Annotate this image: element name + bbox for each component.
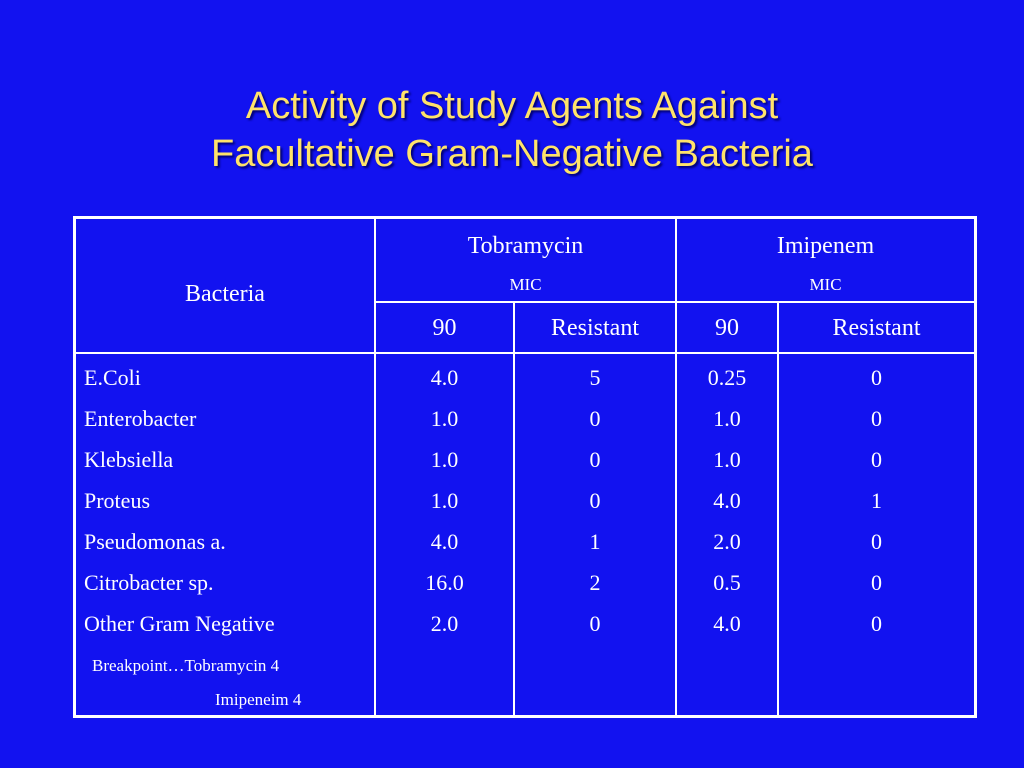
row-divider-subheader bbox=[376, 301, 974, 303]
tob-90-value: 4.0 bbox=[430, 365, 459, 390]
tob-90-value: 2.0 bbox=[430, 611, 459, 636]
imi-resistant-value: 0 bbox=[871, 529, 882, 554]
tob-90-value: 1.0 bbox=[430, 447, 459, 472]
bacteria-name: Pseudomonas a. bbox=[84, 529, 226, 554]
header-imipenem-mic: MIC bbox=[809, 275, 842, 294]
tob-resistant-value: 1 bbox=[589, 529, 601, 554]
tob-resistant-value: 2 bbox=[589, 570, 601, 595]
column-bacteria: E.Coli Enterobacter Klebsiella Proteus P… bbox=[84, 357, 275, 644]
tob-resistant-value: 0 bbox=[589, 488, 601, 513]
slide-title: Activity of Study Agents Against Faculta… bbox=[0, 82, 1024, 178]
breakpoint-note-line-2: Imipeneim 4 bbox=[215, 690, 302, 709]
header-imi-90: 90 bbox=[715, 315, 739, 341]
bacteria-name: E.Coli bbox=[84, 365, 141, 390]
imi-resistant-value: 0 bbox=[871, 406, 882, 431]
header-tobramycin: Tobramycin bbox=[467, 233, 584, 259]
tob-resistant-value: 0 bbox=[589, 611, 601, 636]
column-imi-resistant: 0 0 0 1 0 0 0 bbox=[779, 357, 974, 644]
column-imi-90: 0.25 1.0 1.0 4.0 2.0 0.5 4.0 bbox=[677, 357, 777, 644]
imi-90-value: 4.0 bbox=[713, 488, 741, 513]
imi-90-value: 2.0 bbox=[713, 529, 741, 554]
tob-90-value: 1.0 bbox=[430, 406, 459, 431]
imi-resistant-value: 0 bbox=[871, 611, 882, 636]
header-bacteria: Bacteria bbox=[185, 281, 265, 307]
column-tob-resistant: 5 0 0 0 1 2 0 bbox=[515, 357, 675, 644]
title-line-2: Facultative Gram-Negative Bacteria bbox=[211, 133, 813, 175]
imi-resistant-value: 0 bbox=[871, 365, 882, 390]
row-divider-header bbox=[76, 352, 974, 354]
imi-90-value: 0.25 bbox=[707, 365, 747, 390]
tob-90-value: 4.0 bbox=[430, 529, 459, 554]
header-tob-90: 90 bbox=[432, 315, 457, 341]
col-divider-bacteria bbox=[374, 219, 376, 715]
imi-resistant-value: 0 bbox=[871, 570, 882, 595]
col-divider-tobramycin bbox=[675, 219, 677, 715]
col-divider-imi-90 bbox=[777, 301, 779, 715]
header-imi-resistant: Resistant bbox=[832, 315, 921, 341]
imi-90-value: 1.0 bbox=[713, 406, 741, 431]
tob-resistant-value: 0 bbox=[589, 447, 601, 472]
imi-90-value: 4.0 bbox=[713, 611, 741, 636]
bacteria-name: Citrobacter sp. bbox=[84, 570, 214, 595]
tob-90-value: 16.0 bbox=[425, 570, 464, 595]
col-divider-tob-90 bbox=[513, 301, 515, 715]
tob-resistant-value: 0 bbox=[589, 406, 601, 431]
imi-90-value: 1.0 bbox=[713, 447, 741, 472]
imi-resistant-value: 1 bbox=[871, 488, 882, 513]
breakpoint-note-line-1: Breakpoint…Tobramycin 4 bbox=[92, 656, 280, 675]
bacteria-name: Proteus bbox=[84, 488, 150, 513]
title-line-1: Activity of Study Agents Against bbox=[245, 85, 779, 127]
imi-resistant-value: 0 bbox=[871, 447, 882, 472]
tob-90-value: 1.0 bbox=[430, 488, 459, 513]
header-tobramycin-mic: MIC bbox=[509, 275, 542, 294]
header-imipenem: Imipenem bbox=[776, 233, 875, 259]
mic-table: Bacteria Tobramycin MIC Imipenem MIC 90 … bbox=[73, 216, 977, 718]
bacteria-name: Enterobacter bbox=[84, 406, 197, 431]
bacteria-name: Klebsiella bbox=[84, 447, 174, 472]
header-tob-resistant: Resistant bbox=[551, 315, 639, 341]
tob-resistant-value: 5 bbox=[589, 365, 601, 390]
imi-90-value: 0.5 bbox=[713, 570, 741, 595]
column-tob-90: 4.0 1.0 1.0 1.0 4.0 16.0 2.0 bbox=[376, 357, 513, 644]
bacteria-name: Other Gram Negative bbox=[84, 611, 275, 636]
